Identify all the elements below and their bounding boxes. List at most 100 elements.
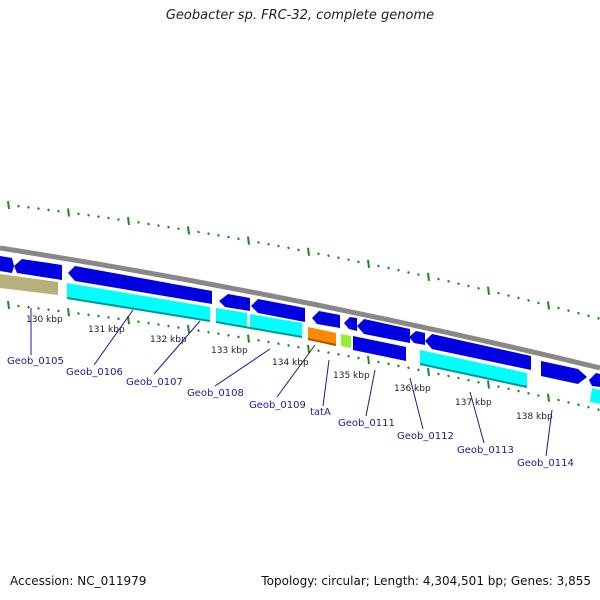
- accession-text: Accession: NC_011979: [10, 574, 147, 588]
- minor-tick: [347, 258, 350, 262]
- minor-tick: [177, 326, 180, 329]
- outer-tick-track: [7, 200, 600, 320]
- cds-block[interactable]: [68, 266, 212, 304]
- minor-tick: [197, 230, 200, 234]
- minor-tick: [167, 225, 170, 229]
- cds-block[interactable]: [312, 311, 340, 328]
- minor-tick: [147, 222, 150, 226]
- cds-block[interactable]: [353, 336, 406, 361]
- map-title: Geobacter sp. FRC-32, complete genome: [165, 8, 435, 23]
- cds-block[interactable]: [219, 294, 250, 311]
- minor-tick: [107, 316, 110, 319]
- topology-text: Topology: circular; Length: 4,304,501 bp…: [261, 574, 591, 588]
- minor-tick: [277, 244, 280, 248]
- minor-tick: [37, 207, 40, 211]
- minor-tick: [107, 216, 110, 220]
- minor-tick: [327, 254, 330, 258]
- minor-tick: [377, 360, 380, 364]
- minor-tick: [507, 387, 510, 391]
- minor-tick: [407, 270, 410, 274]
- cds-block[interactable]: [344, 317, 357, 331]
- cds-block[interactable]: [425, 334, 531, 370]
- gene-label[interactable]: Geob_0114: [517, 458, 574, 469]
- minor-tick: [17, 304, 20, 308]
- minor-tick: [467, 378, 470, 382]
- minor-tick: [557, 398, 560, 402]
- minor-tick: [237, 237, 240, 241]
- cds-cyan-block[interactable]: [250, 314, 302, 337]
- gene-label[interactable]: Geob_0112: [397, 431, 454, 442]
- gene-label[interactable]: Geob_0106: [66, 367, 123, 378]
- minor-tick: [267, 340, 270, 344]
- major-tick: [427, 367, 430, 376]
- kbp-label: 133 kbp: [211, 346, 248, 356]
- major-tick: [547, 393, 550, 402]
- minor-tick: [377, 264, 380, 268]
- kbp-label: 132 kbp: [150, 335, 187, 345]
- cds-block[interactable]: [589, 373, 600, 387]
- minor-tick: [447, 279, 450, 283]
- minor-tick: [157, 323, 160, 326]
- minor-tick: [477, 380, 480, 384]
- minor-tick: [27, 305, 30, 309]
- major-tick: [67, 208, 70, 217]
- minor-tick: [317, 252, 320, 256]
- minor-tick: [417, 368, 420, 372]
- cds-block[interactable]: [0, 256, 14, 273]
- major-tick: [7, 200, 10, 210]
- gene-label[interactable]: tatA: [310, 407, 331, 418]
- major-tick: [247, 236, 250, 245]
- minor-tick: [317, 349, 320, 353]
- minor-tick: [167, 324, 170, 328]
- feature-track: [0, 256, 600, 404]
- gene-label[interactable]: Geob_0107: [126, 377, 183, 388]
- gene-leader-lines: [30, 308, 553, 457]
- minor-tick: [517, 296, 520, 300]
- lime-block[interactable]: [341, 334, 351, 348]
- kbp-label: 138 kbp: [516, 412, 553, 422]
- cds-cyan-block[interactable]: [67, 283, 210, 321]
- minor-tick: [257, 338, 260, 342]
- minor-tick: [437, 277, 440, 281]
- minor-tick: [77, 312, 80, 315]
- kbp-label: 130 kbp: [26, 315, 63, 325]
- gene-label[interactable]: Geob_0109: [249, 400, 306, 411]
- gene-label[interactable]: Geob_0105: [7, 356, 64, 367]
- minor-tick: [217, 332, 220, 336]
- cds-block[interactable]: [251, 299, 305, 322]
- major-tick: [127, 216, 130, 226]
- minor-tick: [227, 333, 230, 337]
- cds-cyan-block[interactable]: [216, 308, 247, 327]
- major-tick: [67, 308, 70, 317]
- minor-tick: [287, 246, 290, 250]
- minor-tick: [507, 294, 510, 297]
- gene-label[interactable]: Geob_0108: [187, 388, 244, 399]
- minor-tick: [117, 218, 120, 221]
- minor-tick: [587, 405, 590, 409]
- minor-tick: [137, 221, 140, 224]
- minor-tick: [87, 313, 90, 317]
- minor-tick: [437, 372, 440, 376]
- cds-block[interactable]: [357, 319, 410, 343]
- minor-tick: [237, 335, 240, 339]
- cds-block[interactable]: [409, 331, 425, 345]
- minor-tick: [557, 306, 560, 310]
- minor-tick: [297, 345, 300, 349]
- cds-block[interactable]: [541, 361, 587, 384]
- minor-tick: [527, 391, 530, 395]
- cds-block[interactable]: [14, 259, 62, 280]
- minor-tick: [447, 374, 450, 378]
- minor-tick: [47, 308, 50, 312]
- minor-tick: [597, 317, 600, 320]
- major-tick: [187, 226, 190, 235]
- gene-label[interactable]: Geob_0113: [457, 445, 514, 456]
- minor-tick: [177, 227, 180, 231]
- minor-tick: [567, 309, 570, 313]
- minor-tick: [347, 354, 350, 358]
- minor-tick: [227, 235, 230, 239]
- cds-cyan-block[interactable]: [420, 350, 527, 387]
- olive-block[interactable]: [0, 274, 58, 295]
- cds-cyan-block[interactable]: [590, 388, 600, 404]
- gene-label[interactable]: Geob_0111: [338, 418, 395, 429]
